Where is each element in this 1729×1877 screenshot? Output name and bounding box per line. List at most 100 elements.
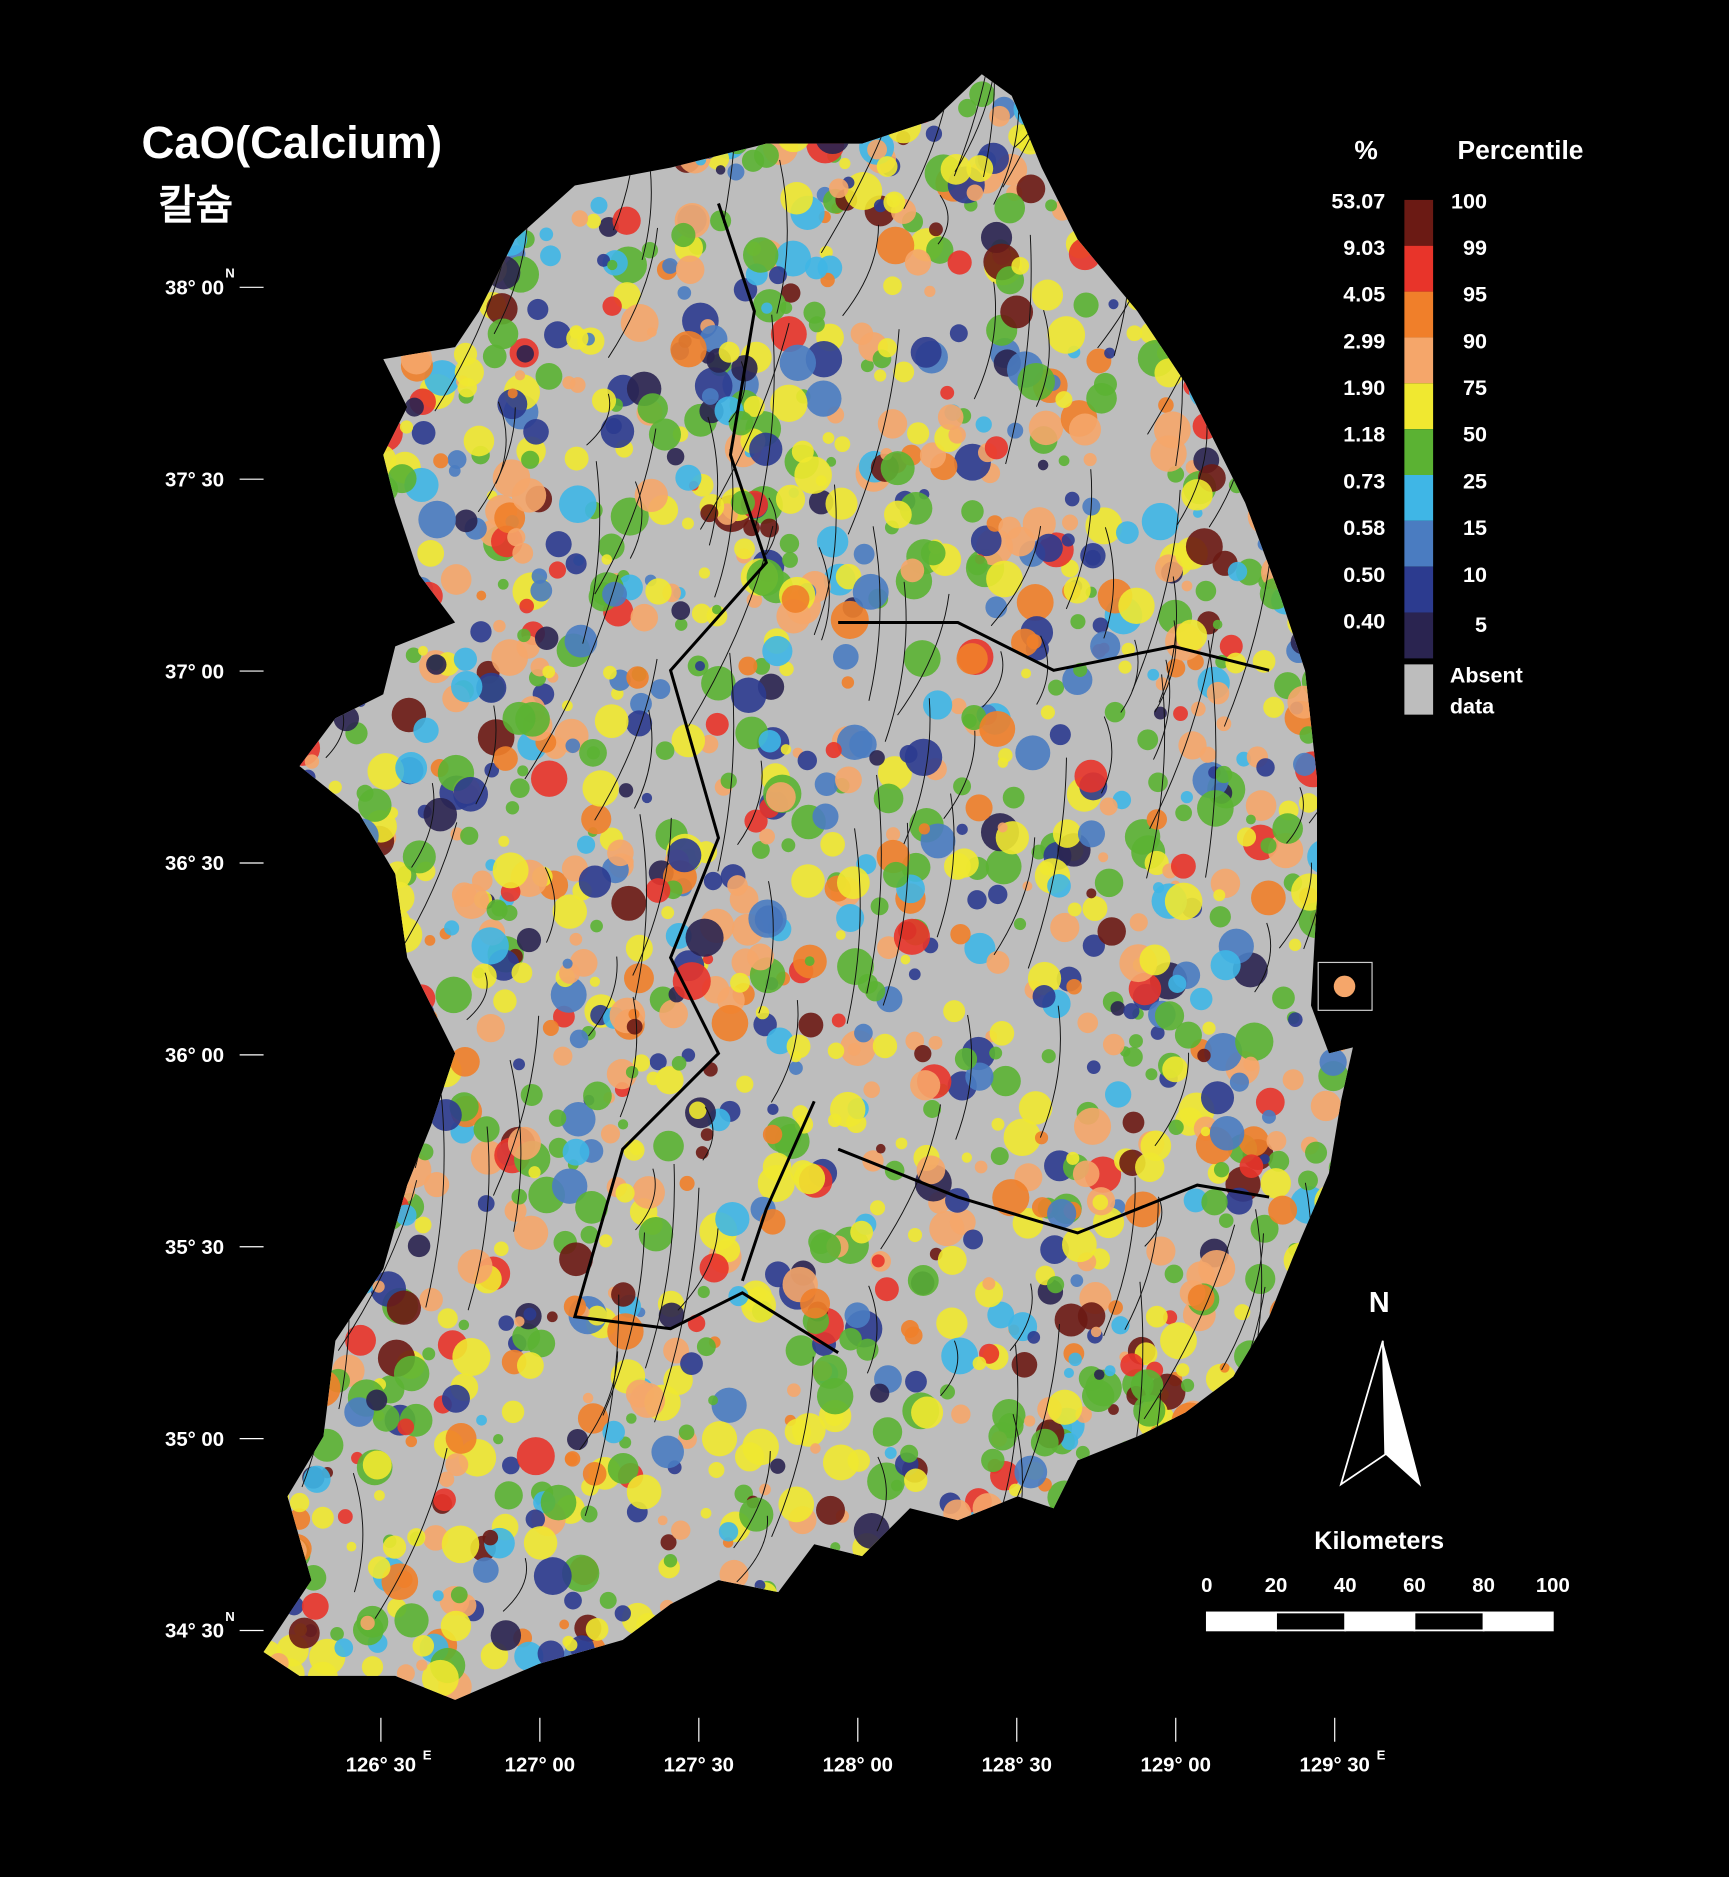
data-blob xyxy=(681,517,694,530)
data-blob xyxy=(1201,1189,1228,1216)
data-blob xyxy=(424,935,436,946)
data-blob xyxy=(1045,199,1058,212)
legend-swatch xyxy=(1404,199,1434,246)
data-blob xyxy=(562,700,573,712)
data-blob xyxy=(582,770,619,807)
scale-bar: Kilometers 0 20 40 60 80 100 xyxy=(1201,1527,1570,1632)
data-blob xyxy=(358,788,392,822)
data-blob xyxy=(607,1313,644,1350)
data-blob xyxy=(810,1443,821,1454)
fault-line xyxy=(1131,489,1181,692)
data-blob xyxy=(1026,633,1042,650)
latitude-label: 35° 00 xyxy=(165,1429,224,1451)
fault-line xyxy=(990,526,1042,627)
data-blob xyxy=(1189,987,1213,1011)
data-blob xyxy=(610,497,649,536)
data-blob xyxy=(553,1046,573,1066)
data-blob xyxy=(989,1046,1003,1060)
data-blob xyxy=(615,1183,635,1203)
data-blob xyxy=(956,643,988,675)
data-blob xyxy=(502,1456,520,1475)
data-blob xyxy=(1158,397,1174,413)
data-blob xyxy=(511,1188,528,1205)
legend-swatch xyxy=(1404,245,1434,292)
longitude-label: 127° 00 xyxy=(505,1755,575,1777)
data-blob xyxy=(997,822,1008,833)
data-blob xyxy=(585,1617,609,1641)
data-blob xyxy=(562,1138,590,1166)
data-blob xyxy=(936,1307,968,1339)
data-blob xyxy=(514,370,526,381)
data-blob xyxy=(638,1216,674,1252)
data-blob xyxy=(989,105,1010,127)
data-blob xyxy=(738,656,758,676)
fault-line xyxy=(737,760,763,846)
data-blob xyxy=(815,475,827,487)
data-blob xyxy=(728,410,754,436)
legend-swatch xyxy=(1404,474,1434,521)
data-blob xyxy=(539,227,554,242)
data-blob xyxy=(372,1280,385,1293)
data-blob xyxy=(734,1442,765,1472)
data-blob xyxy=(770,1458,786,1474)
data-blob xyxy=(987,1301,1015,1329)
data-blob xyxy=(561,1102,596,1137)
legend-percent: 0.73 xyxy=(1343,469,1385,493)
data-blob xyxy=(831,1013,846,1028)
data-blob xyxy=(872,1033,898,1059)
data-blob xyxy=(337,1509,353,1524)
data-blob xyxy=(701,388,719,405)
legend-percent: 1.90 xyxy=(1343,376,1385,400)
fault-line xyxy=(633,709,653,809)
data-blob xyxy=(926,236,954,264)
data-blob xyxy=(501,1400,525,1424)
data-blob xyxy=(417,539,445,567)
fault-line xyxy=(897,593,950,716)
data-blob xyxy=(904,738,943,777)
data-blob xyxy=(1098,852,1109,863)
data-blob xyxy=(422,1347,436,1361)
data-blob xyxy=(1174,1021,1202,1049)
data-blob xyxy=(1153,411,1191,449)
fault-line xyxy=(714,449,734,598)
data-blob xyxy=(1093,1369,1105,1380)
fault-line xyxy=(699,322,790,530)
data-blob xyxy=(884,500,912,529)
data-blob xyxy=(852,573,889,610)
data-blob xyxy=(513,1058,526,1071)
data-blob xyxy=(1111,1316,1130,1335)
data-blob xyxy=(645,878,671,903)
data-blob xyxy=(463,425,495,457)
data-blob xyxy=(407,1528,426,1547)
data-blob xyxy=(590,196,608,214)
data-blob xyxy=(444,920,460,936)
data-blob xyxy=(1092,1194,1109,1211)
data-blob xyxy=(950,924,971,945)
data-blob xyxy=(791,440,814,463)
data-blob xyxy=(1202,1021,1216,1035)
fault-line xyxy=(943,730,976,819)
data-blob xyxy=(749,432,783,466)
data-blob xyxy=(994,192,1026,224)
data-blob xyxy=(546,1311,558,1323)
data-blob xyxy=(1141,502,1180,541)
data-blob xyxy=(1263,696,1285,718)
data-blob xyxy=(583,1081,612,1111)
data-blob xyxy=(1108,1300,1123,1315)
data-blob xyxy=(659,999,688,1029)
data-blob xyxy=(730,677,767,713)
data-blob xyxy=(303,1465,331,1493)
data-blob xyxy=(697,1285,710,1299)
data-blob xyxy=(663,1554,678,1568)
data-blob xyxy=(715,165,726,175)
data-blob xyxy=(788,1061,803,1075)
data-blob xyxy=(598,533,625,560)
data-blob xyxy=(1219,1362,1230,1373)
data-blob xyxy=(1162,1056,1189,1083)
data-blob xyxy=(1120,1353,1144,1377)
fault-line xyxy=(983,74,995,178)
data-blob xyxy=(893,918,930,955)
data-blob xyxy=(645,578,672,605)
data-blob xyxy=(597,253,611,267)
